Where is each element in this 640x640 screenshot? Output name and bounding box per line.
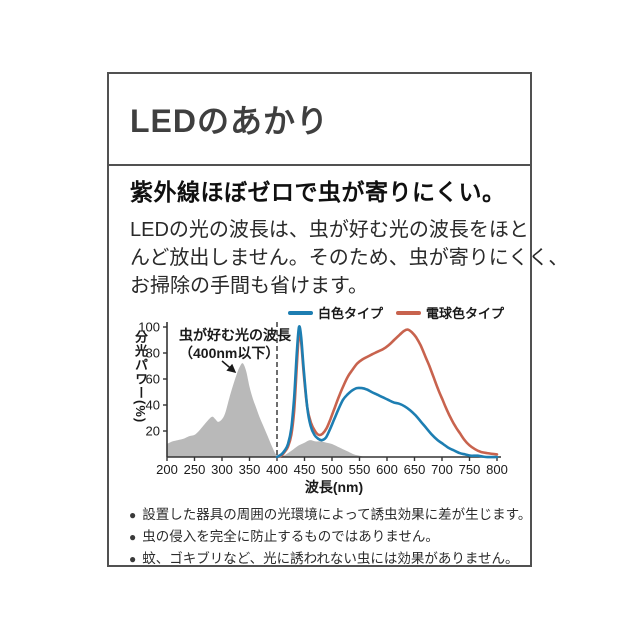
- description-line: LEDの光の波長は、虫が好む光の波長をほと: [130, 219, 529, 241]
- legend-label-white-type: 白色タイプ: [317, 306, 383, 321]
- spectral-power-chart: 200 250 300 350 400 450 500 550 600 650 700 750 800 2…: [138, 320, 508, 496]
- svg-text:400: 400: [266, 462, 288, 477]
- svg-text:700: 700: [431, 462, 453, 477]
- bulb-color-type-line-swatch: [395, 310, 421, 315]
- svg-text:650: 650: [404, 462, 426, 477]
- description-text: LEDの光の波長は、虫が好む光の波長をほと んど放出しません。そのため、虫が寄り…: [130, 216, 568, 300]
- svg-text:450: 450: [294, 462, 316, 477]
- footnote-item: ● 蚊、ゴキブリなど、光に誘われない虫には効果がありません。: [129, 548, 531, 570]
- footnote-text: 設置した器具の周囲の光環境によって誘虫効果に差が生じます。: [142, 507, 532, 522]
- footnote-text: 蚊、ゴキブリなど、光に誘われない虫には効果がありません。: [142, 551, 519, 566]
- bullet-icon: ●: [129, 508, 137, 522]
- footnote-text: 虫の侵入を完全に防止するものではありません。: [142, 529, 439, 544]
- svg-text:600: 600: [376, 462, 398, 477]
- svg-text:300: 300: [211, 462, 233, 477]
- footnotes: ● 設置した器具の周囲の光環境によって誘虫効果に差が生じます。 ● 虫の侵入を完…: [129, 504, 531, 570]
- description-line: んど放出しません。そのため、虫が寄りにくく、: [130, 247, 569, 269]
- svg-text:40: 40: [146, 398, 160, 413]
- legend-item-white-type: 白色タイプ: [287, 303, 383, 322]
- svg-text:350: 350: [239, 462, 261, 477]
- chart-legend: 白色タイプ 電球色タイプ: [287, 303, 504, 322]
- svg-text:（400nm以下）: （400nm以下）: [179, 345, 279, 361]
- svg-text:虫が好む光の波長: 虫が好む光の波長: [179, 327, 292, 343]
- section-heading: 紫外線ほぼゼロで虫が寄りにくい。: [130, 179, 506, 205]
- svg-text:波長(nm): 波長(nm): [305, 479, 363, 495]
- legend-item-bulb-color-type: 電球色タイプ: [395, 303, 504, 322]
- svg-text:200: 200: [156, 462, 178, 477]
- svg-text:500: 500: [321, 462, 343, 477]
- svg-text:550: 550: [349, 462, 371, 477]
- svg-text:20: 20: [146, 424, 160, 439]
- svg-text:60: 60: [146, 372, 160, 387]
- footnote-item: ● 設置した器具の周囲の光環境によって誘虫効果に差が生じます。: [129, 504, 531, 526]
- card-title-section: LEDのあかり: [109, 74, 530, 166]
- legend-label-bulb-color-type: 電球色タイプ: [425, 306, 504, 321]
- bullet-icon: ●: [129, 552, 137, 566]
- description-line: お掃除の手間も省けます。: [130, 275, 368, 297]
- svg-text:750: 750: [459, 462, 481, 477]
- svg-text:800: 800: [486, 462, 508, 477]
- page-title: LEDのあかり: [130, 103, 330, 139]
- footnote-item: ● 虫の侵入を完全に防止するものではありません。: [129, 526, 531, 548]
- svg-text:250: 250: [184, 462, 206, 477]
- product-info-card: LEDのあかり 紫外線ほぼゼロで虫が寄りにくい。 LEDの光の波長は、虫が好む光…: [107, 72, 568, 570]
- white-type-line-swatch: [287, 310, 313, 315]
- svg-text:100: 100: [138, 320, 160, 335]
- y-axis-label: 分光パワー(%): [133, 330, 148, 424]
- svg-text:80: 80: [146, 346, 160, 361]
- bullet-icon: ●: [129, 530, 137, 544]
